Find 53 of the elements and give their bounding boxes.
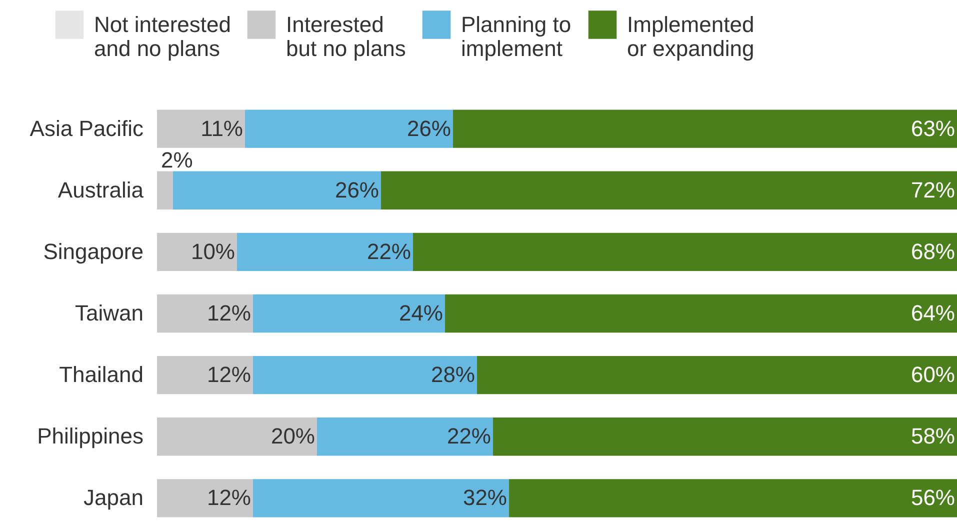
y-tick-label: Australia [58,177,144,202]
data-label: 72% [910,177,955,202]
y-tick-label: Singapore [43,238,144,264]
y-tick-label: Philippines [37,424,144,449]
bar [453,110,957,148]
y-tick-label: Taiwan [75,300,144,326]
data-label: 12% [206,300,251,326]
bar [253,479,509,518]
legend-label: Implemented or expanding [627,12,754,61]
bar [445,294,957,333]
bar [317,418,493,456]
y-tick-label: Thailand [59,362,144,388]
bar [157,110,245,148]
data-label: 12% [206,485,251,510]
y-tick-label: Asia Pacific [30,116,144,141]
legend-label: Interested but no plans [286,12,406,61]
data-label: 2% [161,147,193,172]
bar [157,479,253,518]
data-label: 56% [910,485,955,510]
data-label: 11% [200,116,243,141]
data-label: 26% [334,177,379,202]
bar [245,110,453,148]
bar [413,232,957,272]
bar [493,418,957,456]
data-label: 22% [446,424,491,449]
data-label: 20% [270,424,315,449]
bar [509,479,957,518]
data-label: 24% [398,300,443,326]
data-label: 58% [910,424,955,449]
legend-label: Planning to implement [461,12,572,61]
bar [157,356,253,394]
data-label: 60% [910,362,955,388]
bar [253,356,477,394]
data-label: 22% [366,238,411,264]
bar [157,232,237,272]
bar [237,232,413,272]
data-label: 28% [430,362,475,388]
data-label: 26% [406,116,451,141]
bar [157,171,173,210]
bar [381,171,957,210]
bar [477,356,957,394]
data-label: 32% [462,485,507,510]
data-label: 12% [206,362,251,388]
data-label: 10% [190,238,235,264]
bar [253,294,445,333]
y-tick-label: Japan [84,485,144,510]
data-label: 64% [910,300,955,326]
legend-label: Not interested and no plans [94,12,231,61]
data-label: 68% [910,238,955,264]
bar [157,294,253,333]
bar [173,171,381,210]
bar [157,418,317,456]
data-label: 63% [910,116,955,141]
